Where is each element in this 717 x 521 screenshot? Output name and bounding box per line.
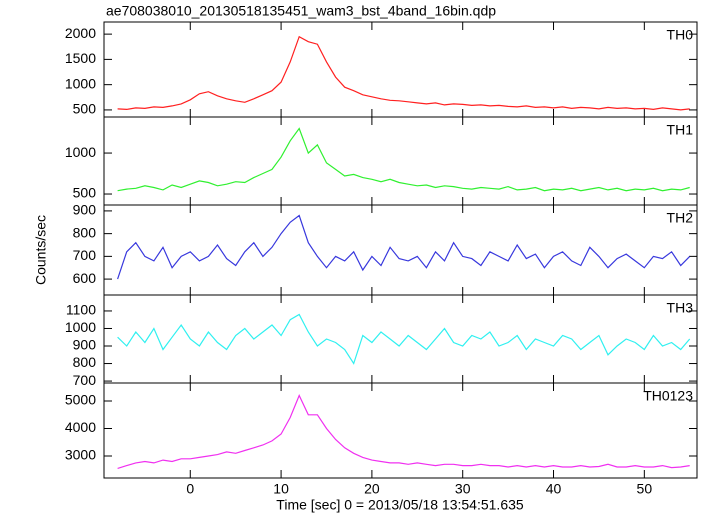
panel-name: TH1: [667, 122, 694, 138]
light-curve: [117, 35, 690, 111]
y-tick-label: 1500: [65, 50, 96, 66]
y-tick-label: 1000: [65, 144, 96, 160]
x-tick-label: 20: [364, 481, 380, 497]
y-tick-label: 1100: [66, 302, 96, 318]
y-tick-label: 5000: [65, 392, 96, 408]
y-tick-label: 600: [73, 270, 97, 286]
light-curve: [117, 127, 690, 192]
y-axis-label: Counts/sec: [33, 215, 49, 285]
light-curve: [117, 313, 691, 365]
panel-name: TH0123: [643, 388, 693, 404]
y-tick-label: 500: [73, 185, 97, 201]
y-tick-label: 900: [73, 337, 97, 353]
y-tick-label: 700: [73, 247, 97, 263]
x-tick-label: 40: [546, 481, 562, 497]
y-tick-label: 500: [73, 101, 97, 117]
x-axis-label: Time [sec] 0 = 2013/05/18 13:54:51.635: [276, 497, 524, 513]
panel-name: TH2: [667, 210, 694, 226]
y-tick-label: 800: [73, 224, 97, 240]
y-tick-label: 3000: [65, 447, 96, 463]
y-tick-label: 800: [73, 354, 97, 370]
x-tick-label: 50: [637, 481, 653, 497]
x-tick-label: 10: [273, 481, 289, 497]
panel-frame: [103, 382, 698, 479]
x-tick-label: 30: [455, 481, 471, 497]
x-tick-label: 0: [186, 481, 194, 497]
y-tick-label: 4000: [65, 419, 96, 435]
y-tick-label: 900: [73, 202, 97, 218]
y-tick-label: 1000: [65, 319, 96, 335]
light-curve: [117, 214, 691, 280]
y-tick-label: 2000: [65, 25, 96, 41]
panel-name: TH3: [667, 300, 694, 316]
chart-title: ae708038010_20130518135451_wam3_bst_4ban…: [106, 3, 496, 19]
y-tick-label: 1000: [65, 75, 96, 91]
light-curve: [117, 394, 690, 469]
y-tick-label: 700: [73, 372, 97, 388]
panel-name: TH0: [667, 27, 694, 43]
